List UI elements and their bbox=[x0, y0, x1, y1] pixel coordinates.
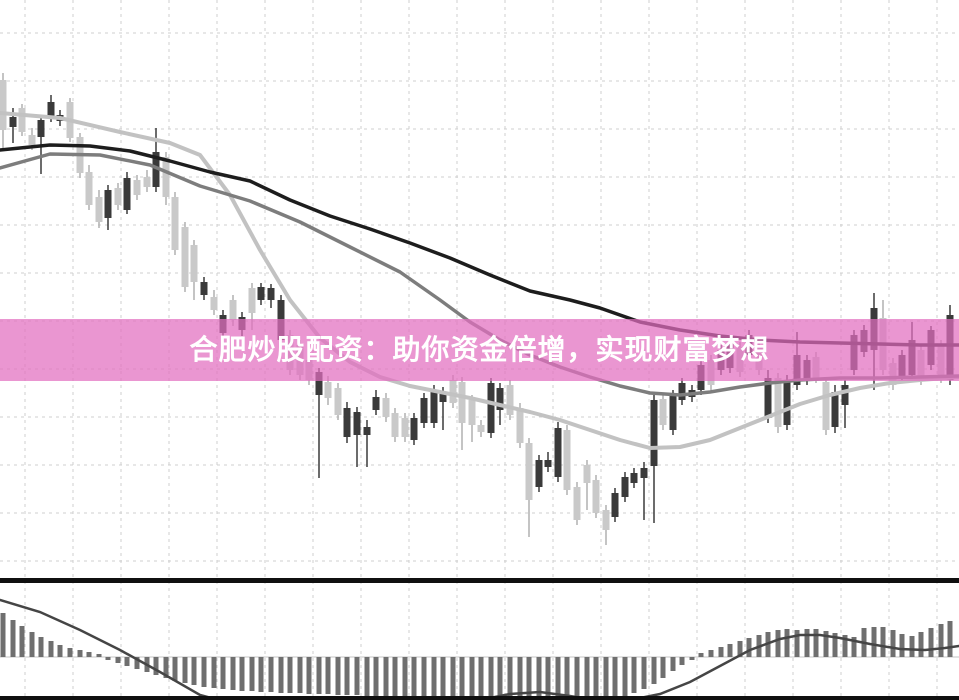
moving-averages-group bbox=[0, 111, 959, 450]
ma-slow-black bbox=[0, 143, 959, 347]
bottom-border bbox=[0, 696, 959, 700]
ma-fast-light-gray bbox=[0, 111, 959, 450]
candles-group bbox=[0, 73, 954, 545]
promo-banner-text: 合肥炒股配资：助你资金倍增，实现财富梦想 bbox=[189, 333, 770, 366]
panel-separator bbox=[0, 578, 959, 583]
signal-line bbox=[0, 598, 959, 700]
promo-banner: 合肥炒股配资：助你资金倍增，实现财富梦想 bbox=[0, 319, 959, 381]
histogram-group bbox=[0, 613, 959, 696]
